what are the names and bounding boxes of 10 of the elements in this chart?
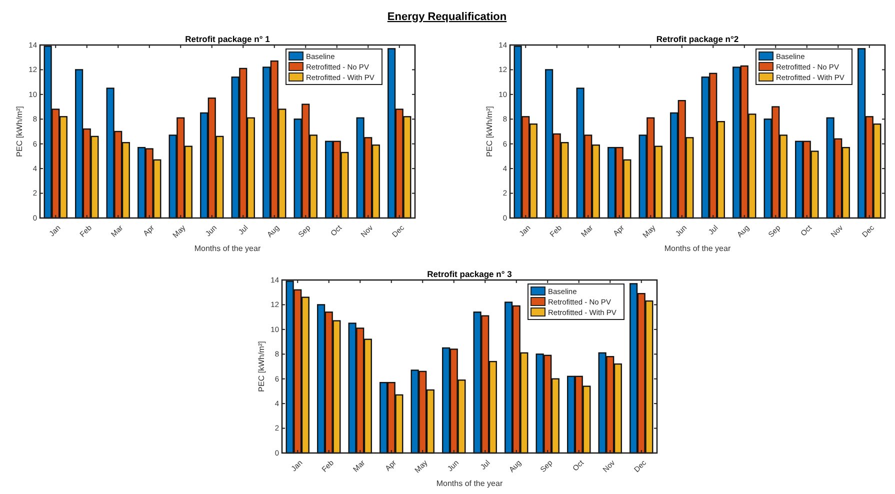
y-axis-title: PEC [kWh/m²] — [485, 106, 494, 157]
y-axis-title: PEC [kWh/m²] — [257, 341, 266, 392]
chart-title: Retrofit package n°2 — [656, 34, 739, 44]
x-axis-title: Months of the year — [664, 244, 731, 253]
text: Energy Requalification — [387, 11, 507, 23]
x-axis-title: Months of the year — [194, 244, 261, 253]
x-axis-title: Months of the year — [436, 479, 503, 488]
chart-title: Retrofit package n° 3 — [427, 269, 512, 279]
chart-title: Retrofit package n° 1 — [185, 34, 270, 44]
y-axis-title: PEC [kWh/m²] — [15, 106, 24, 157]
